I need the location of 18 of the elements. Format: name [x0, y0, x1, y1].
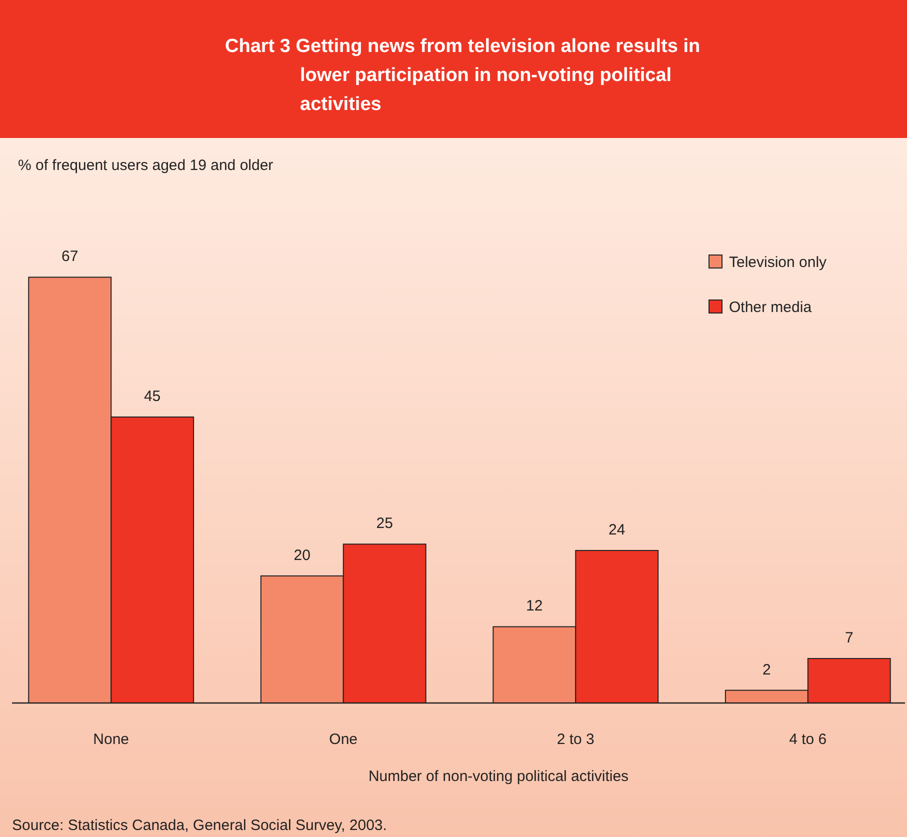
- x-tick-label: None: [93, 731, 130, 748]
- x-tick-label: 2 to 3: [556, 731, 594, 748]
- x-tick-label: 4 to 6: [789, 731, 827, 748]
- data-label: 2: [762, 661, 771, 678]
- source-note: Source: Statistics Canada, General Social Survey, 2003.: [12, 817, 387, 834]
- x-tick-label: One: [329, 731, 358, 748]
- data-label: 67: [62, 248, 78, 266]
- data-label: 45: [144, 388, 161, 406]
- legend-label: Other media: [729, 299, 812, 316]
- data-label: 25: [376, 515, 393, 532]
- x-axis-title: Number of non-voting political activities: [368, 768, 629, 785]
- data-label: 12: [526, 598, 543, 615]
- data-label: 20: [294, 546, 310, 564]
- text: % of frequent users aged 19 and older: [18, 157, 274, 174]
- data-label: 24: [608, 521, 626, 538]
- data-label: 7: [844, 630, 854, 647]
- chart-title: Chart 3 Getting news from television alone results in lower participation in non-voting political activities: [225, 36, 700, 115]
- legend-label: Television only: [729, 254, 828, 271]
